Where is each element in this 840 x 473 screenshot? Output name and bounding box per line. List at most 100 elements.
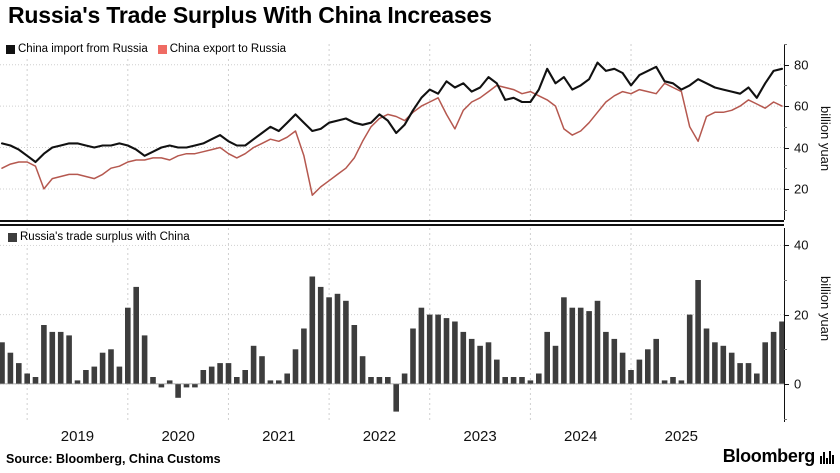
y-axis-tickmark <box>784 147 789 149</box>
bar <box>183 383 190 388</box>
legend-item: Russia's trade surplus with China <box>8 231 190 244</box>
bar <box>410 328 416 384</box>
bar <box>301 328 307 384</box>
bar <box>636 359 643 384</box>
bar <box>217 363 223 384</box>
legend-label: China import from Russia <box>18 43 148 55</box>
legend-swatch-icon <box>8 233 17 242</box>
bar <box>670 377 676 384</box>
bar <box>628 370 634 384</box>
bar <box>242 370 248 384</box>
y-axis-tickmark <box>784 245 789 247</box>
bar <box>485 342 492 384</box>
legend-item: China import from Russia <box>6 43 148 56</box>
bar <box>611 338 618 384</box>
bar <box>234 377 240 384</box>
y-axis-unit-top: billion yuan <box>818 106 833 172</box>
bar <box>678 380 685 384</box>
bar <box>284 373 290 384</box>
y-axis-tick-label: 40 <box>794 140 809 156</box>
x-axis: 2019 2020 2021 2022 2023 2024 2025 <box>0 424 784 450</box>
bar <box>125 307 131 384</box>
bar-chart-panel <box>0 228 840 422</box>
legend-item: China export to Russia <box>157 43 287 56</box>
bar <box>7 352 14 384</box>
bar <box>74 380 81 384</box>
y-axis-tickmark <box>784 383 789 385</box>
bar <box>703 328 710 384</box>
bar <box>519 377 525 384</box>
y-axis-minor-tickmark <box>784 279 787 281</box>
line-chart-plot <box>0 44 784 220</box>
bar <box>0 342 5 384</box>
bar <box>754 373 760 384</box>
bar <box>762 342 768 384</box>
bar <box>192 383 198 388</box>
x-axis-year-label: 2021 <box>262 428 296 445</box>
gridlines-top <box>0 44 784 220</box>
bar <box>418 307 425 384</box>
bar <box>435 314 441 384</box>
y-axis-unit-bottom: billion yuan <box>818 276 833 342</box>
legend-top: China import from Russia China export to … <box>4 42 291 57</box>
bar-chart-plot <box>0 228 784 422</box>
bar <box>141 335 148 384</box>
bar <box>770 331 777 384</box>
bar <box>443 318 450 384</box>
bar <box>577 307 584 384</box>
bar <box>401 373 408 384</box>
line-series-path <box>1 82 783 196</box>
bar <box>276 380 282 384</box>
bar <box>116 366 123 384</box>
y-axis-minor-tickmark <box>784 418 787 420</box>
bar <box>334 293 341 384</box>
bar <box>326 297 332 384</box>
bar <box>552 345 559 384</box>
legend-bottom: Russia's trade surplus with China <box>6 230 194 245</box>
legend-swatch-icon <box>157 45 167 54</box>
y-axis-minor-tickmark <box>784 44 787 45</box>
gridlines-bottom <box>0 228 784 422</box>
bar <box>393 383 399 412</box>
bar <box>510 377 517 384</box>
y-axis-minor-tickmark <box>784 209 787 211</box>
y-axis-minor-tickmark <box>784 168 787 170</box>
y-axis-minor-tickmark <box>784 85 787 87</box>
line-series-path <box>0 61 784 164</box>
x-axis-year-label: 2020 <box>161 428 195 445</box>
bar <box>309 276 316 384</box>
legend-label: Russia's trade surplus with China <box>20 231 190 243</box>
bloomberg-logo-icon <box>820 450 834 464</box>
bar <box>653 338 659 384</box>
brand-text: Bloomberg <box>722 446 816 466</box>
y-axis-tick-label: 0 <box>794 376 802 392</box>
bar <box>737 363 743 384</box>
bar <box>712 342 718 384</box>
bar <box>569 307 576 384</box>
legend-label: China export to Russia <box>169 43 287 55</box>
bar <box>586 311 592 384</box>
legend-swatch-icon <box>6 45 15 54</box>
bar <box>250 345 257 384</box>
bar <box>57 331 64 384</box>
bar <box>376 377 383 384</box>
source-note: Source: Bloomberg, China Customs <box>6 452 221 466</box>
bar <box>527 380 534 384</box>
bar <box>502 377 508 384</box>
page-title: Russia's Trade Surplus With China Increa… <box>8 2 492 28</box>
bar <box>720 345 727 384</box>
bar <box>99 352 106 384</box>
bar <box>544 331 550 384</box>
bar <box>175 383 181 398</box>
y-axis-bottom: billion yuan 0 20 40 <box>784 228 840 422</box>
y-axis-minor-tickmark <box>784 349 787 351</box>
bar <box>368 377 374 384</box>
bar <box>108 349 114 384</box>
bar <box>594 300 601 384</box>
bar <box>468 338 475 384</box>
y-axis-tick-label: 80 <box>794 57 809 73</box>
x-axis-year-label: 2022 <box>362 428 397 445</box>
y-axis-tickmark <box>784 64 789 66</box>
bar <box>317 286 324 384</box>
bar <box>91 366 98 384</box>
